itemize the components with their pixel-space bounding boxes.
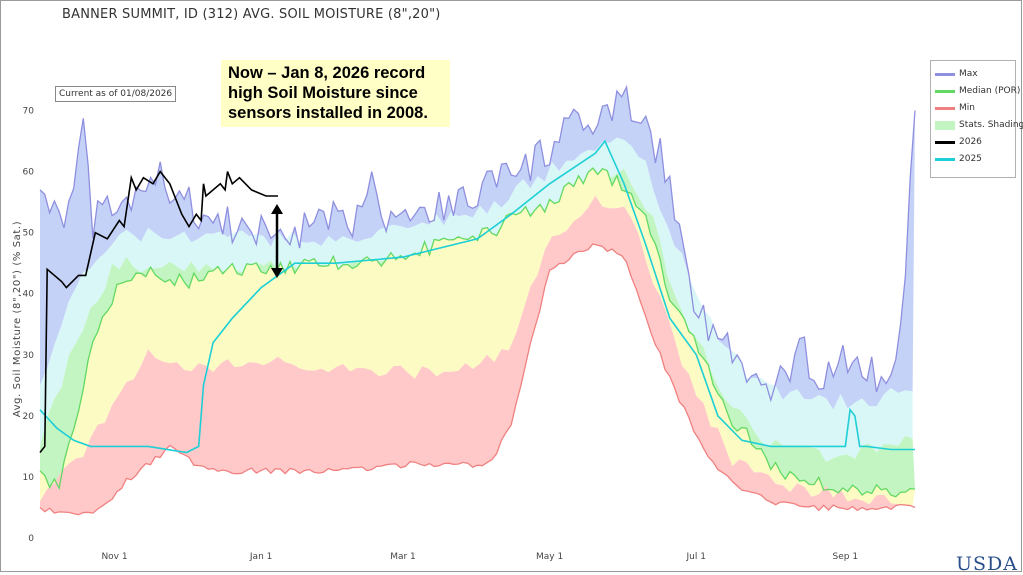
y-tick-label-60: 60 [23, 168, 35, 178]
series-2025-line [39, 139, 915, 454]
shade-median-to-p30 [40, 168, 915, 506]
legend-label: Median (POR) [959, 86, 1021, 96]
legend-swatch [935, 141, 955, 144]
legend-swatch [935, 158, 955, 161]
x-tick-label-nov-1: Nov 1 [101, 552, 127, 562]
legend-swatch [935, 90, 955, 93]
y-tick-label-20: 20 [23, 412, 35, 422]
x-tick-label-may-1: May 1 [536, 552, 563, 562]
y-tick-label-0: 0 [28, 534, 34, 544]
chart-title: BANNER SUMMIT, ID (312) AVG. SOIL MOISTU… [62, 7, 441, 22]
x-tick-label-jul-1: Jul 1 [686, 552, 706, 562]
legend-swatch [935, 107, 955, 110]
median-line [39, 167, 916, 498]
y-tick-label-50: 50 [23, 229, 35, 239]
axes-layer: 0 10 20 30 40 50 60 70 Nov 1 Jan 1 Mar 1 May 1 Jul 1… [12, 107, 858, 562]
y-tick-label-30: 30 [23, 351, 35, 361]
x-tick-label-jan-1: Jan 1 [249, 552, 272, 562]
usda-logo: USDA [956, 553, 1018, 575]
legend-label: Stats. Shading [959, 120, 1023, 130]
x-tick-label-sep-1: Sep 1 [833, 552, 859, 562]
y-tick-label-10: 10 [23, 473, 35, 483]
series-lines-layer [39, 84, 916, 516]
max-line [39, 84, 916, 403]
legend-label: 2025 [959, 154, 982, 164]
shade-p90-to-p70 [40, 137, 913, 462]
record-high-arrow [271, 204, 283, 278]
record-high-callout: Now – Jan 8, 2026 record high Soil Moist… [221, 60, 450, 127]
shade-max-to-p90 [40, 87, 915, 410]
y-tick-label-70: 70 [23, 107, 35, 117]
min-line [39, 243, 916, 516]
legend-swatch [935, 73, 955, 76]
legend-item-median-por[interactable]: Median (POR) [935, 86, 1020, 98]
legend: Max Median (POR) Min Stats. Shading 2026 2025 [930, 60, 1023, 178]
legend-label: 2026 [959, 137, 982, 147]
series-2026-line [39, 170, 278, 453]
shade-p70-to-median [40, 168, 915, 497]
y-tick-label-40: 40 [23, 290, 35, 300]
legend-label: Min [959, 103, 975, 113]
y-axis-label: Avg. Soil Moisture (8",20") (% Sat.) [12, 221, 23, 417]
legend-item-max[interactable]: Max [935, 69, 1015, 81]
legend-item-min[interactable]: Min [935, 103, 1015, 115]
current-as-of-label: Current as of 01/08/2026 [55, 86, 177, 102]
legend-label: Max [959, 69, 978, 79]
legend-item-2025[interactable]: 2025 [935, 154, 1015, 166]
legend-swatch [935, 121, 955, 130]
legend-item-stats-shading[interactable]: Stats. Shading [935, 120, 1023, 132]
legend-item-2026[interactable]: 2026 [935, 137, 1015, 149]
x-tick-label-mar-1: Mar 1 [390, 552, 416, 562]
